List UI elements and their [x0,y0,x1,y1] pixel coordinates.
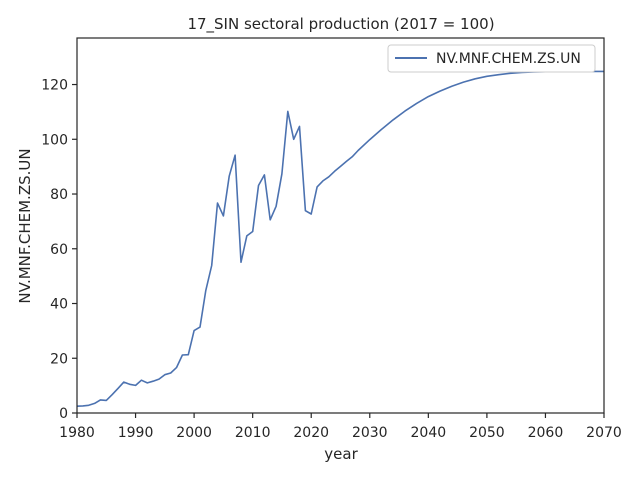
y-tick-label: 80 [50,187,68,203]
x-tick-label: 2040 [411,425,447,441]
x-tick-label: 2030 [352,425,388,441]
series-line-0 [76,70,604,407]
y-axis-label: NV.MNF.CHEM.ZS.UN [16,148,34,303]
x-tick-label: 2000 [176,425,212,441]
y-tick-label: 20 [50,351,68,367]
x-tick-label: 1980 [59,425,95,441]
y-axis: 0 20 40 60 80 100 120 [41,78,77,422]
y-tick-label: 0 [59,406,68,422]
x-tick-label: 2020 [293,425,329,441]
legend: NV.MNF.CHEM.ZS.UN [387,44,596,73]
x-axis: 1980 1990 2000 2010 2020 2030 2040 2050 2060 2070 [59,413,622,441]
x-axis-label: year [324,445,358,463]
x-tick-label: 1990 [118,425,154,441]
legend-box [387,44,596,73]
y-tick-label: 100 [41,132,68,148]
x-tick-label: 2010 [235,425,271,441]
x-tick-label: 2070 [586,425,622,441]
plot-area [76,37,605,414]
y-tick-label: 120 [41,78,68,94]
x-tick-label: 2060 [528,425,564,441]
y-tick-label: 60 [50,242,68,258]
chart-title: 17_SIN sectoral production (2017 = 100) [187,15,494,34]
legend-label: NV.MNF.CHEM.ZS.UN [436,51,581,67]
axes-frame [76,37,605,414]
x-tick-label: 2050 [469,425,505,441]
y-tick-label: 40 [50,297,68,313]
